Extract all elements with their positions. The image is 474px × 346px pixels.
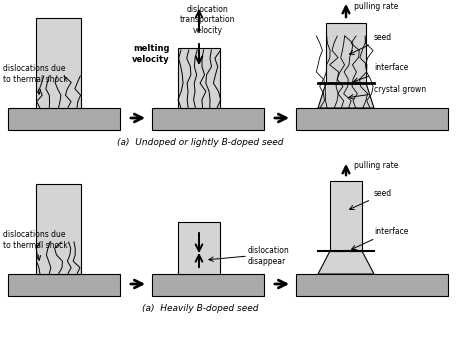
- Bar: [36, 18, 81, 108]
- Polygon shape: [318, 83, 374, 108]
- Text: interface: interface: [354, 64, 409, 82]
- Text: dislocation
transportation
velocity: dislocation transportation velocity: [180, 5, 236, 35]
- Text: interface: interface: [352, 227, 409, 249]
- Text: crystal grown: crystal grown: [349, 85, 426, 99]
- Text: dislocations due
to thermal shock: dislocations due to thermal shock: [3, 64, 68, 94]
- Polygon shape: [318, 251, 374, 274]
- Bar: [36, 184, 81, 274]
- Bar: [296, 108, 448, 130]
- Bar: [178, 48, 220, 108]
- Text: seed: seed: [349, 34, 392, 54]
- Bar: [152, 274, 264, 296]
- Text: pulling rate: pulling rate: [354, 161, 398, 170]
- Text: seed: seed: [349, 190, 392, 210]
- Bar: [296, 274, 448, 296]
- Text: dislocation
disappear: dislocation disappear: [248, 246, 290, 266]
- Bar: [8, 274, 120, 296]
- Bar: [330, 181, 362, 251]
- Bar: [326, 23, 366, 83]
- Text: melting
velocity: melting velocity: [132, 44, 170, 64]
- Text: pulling rate: pulling rate: [354, 2, 398, 11]
- Bar: [178, 222, 220, 274]
- Text: (a)  Undoped or lightly B-doped seed: (a) Undoped or lightly B-doped seed: [117, 138, 283, 147]
- Text: dislocations due
to thermal shock: dislocations due to thermal shock: [3, 230, 68, 260]
- Text: (a)  Heavily B-doped seed: (a) Heavily B-doped seed: [142, 304, 258, 313]
- Bar: [8, 108, 120, 130]
- Bar: [152, 108, 264, 130]
